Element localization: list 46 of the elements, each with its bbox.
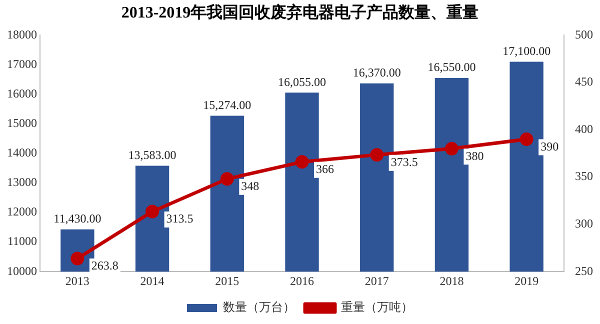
y2-tick-label: 400 bbox=[575, 122, 593, 136]
y-tick-label: 11000 bbox=[7, 234, 37, 248]
y-tick-label: 16000 bbox=[7, 86, 37, 100]
point bbox=[220, 172, 234, 186]
x-tick-label: 2016 bbox=[290, 274, 314, 288]
point bbox=[520, 132, 534, 146]
y-tick-label: 18000 bbox=[7, 27, 37, 42]
data-label: 263.8 bbox=[91, 258, 118, 273]
point bbox=[146, 204, 160, 218]
y-tick-label: 15000 bbox=[7, 116, 37, 130]
data-label: 11,430.00 bbox=[54, 212, 102, 226]
data-label: 16,370.00 bbox=[352, 66, 401, 80]
data-label: 17,100.00 bbox=[502, 44, 551, 58]
y2-tick-label: 450 bbox=[575, 74, 593, 89]
point bbox=[370, 148, 384, 162]
x-tick-label: 2019 bbox=[514, 274, 539, 288]
y2-tick-label: 300 bbox=[575, 216, 593, 230]
x-tick-label: 2013 bbox=[65, 274, 90, 288]
x-tick-label: 2017 bbox=[364, 274, 389, 288]
point bbox=[70, 252, 84, 266]
y-tick-label: 17000 bbox=[7, 56, 37, 71]
y2-tick-label: 500 bbox=[575, 27, 593, 42]
data-label: 366 bbox=[316, 162, 334, 176]
y-tick-label: 10000 bbox=[7, 264, 37, 278]
data-label: 16,550.00 bbox=[428, 60, 476, 74]
y-tick-label: 12000 bbox=[7, 204, 37, 219]
data-label: 16,055.00 bbox=[278, 74, 326, 89]
x-tick-label: 2015 bbox=[215, 274, 240, 288]
x-tick-label: 2014 bbox=[140, 274, 164, 288]
data-label: 13,583.00 bbox=[128, 148, 176, 162]
y2-tick-label: 250 bbox=[575, 264, 593, 278]
legend-label: 数量（万台） bbox=[223, 300, 295, 314]
y2-tick-label: 350 bbox=[575, 169, 593, 184]
point bbox=[444, 142, 458, 156]
y-tick-label: 14000 bbox=[7, 146, 37, 160]
data-label: 380 bbox=[466, 148, 484, 163]
data-label: 373.5 bbox=[390, 154, 418, 169]
y-tick-label: 13000 bbox=[7, 175, 37, 190]
chart-title: 2013-2019年我国回收废弃电器电子产品数量、重量 bbox=[121, 2, 479, 22]
data-label: 15,274.00 bbox=[203, 98, 252, 112]
x-tick-label: 2018 bbox=[440, 274, 464, 288]
point bbox=[295, 155, 309, 169]
data-label: 313.5 bbox=[166, 212, 194, 226]
data-label: 348 bbox=[241, 179, 260, 194]
data-label: 390 bbox=[540, 139, 559, 154]
legend-label: 重量（万吨） bbox=[341, 300, 413, 314]
